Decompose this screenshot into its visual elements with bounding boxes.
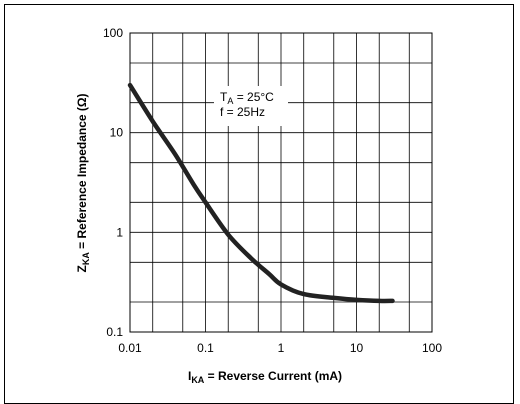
grid	[130, 33, 432, 332]
y-tick-label: 100	[103, 26, 123, 40]
x-axis-label: IKA = Reverse Current (mA)	[188, 369, 342, 385]
x-tick-label: 0.01	[118, 341, 142, 355]
x-tick-label: 0.1	[197, 341, 214, 355]
y-tick-label: 0.1	[106, 325, 123, 339]
x-tick-label: 1	[278, 341, 285, 355]
x-tick-label: 100	[422, 341, 442, 355]
annotation-box	[214, 86, 288, 126]
annotation-line-2: f = 25Hz	[220, 105, 265, 119]
tick-labels: 0.01 0.1 1 10 100 100 10 1 0.1	[103, 26, 442, 355]
plot-area	[129, 32, 433, 333]
y-tick-label: 1	[116, 225, 123, 239]
impedance-curve	[127, 82, 395, 304]
impedance-chart: 0.01 0.1 1 10 100 100 10 1 0.1 TA = 25°C f = 25H…	[75, 26, 442, 385]
y-tick-label: 10	[110, 126, 124, 140]
x-tick-label: 10	[350, 341, 364, 355]
annotation-line-1: TA = 25°C	[220, 90, 274, 106]
y-axis-label: ZKA = Reference Impedance (Ω)	[75, 93, 91, 272]
